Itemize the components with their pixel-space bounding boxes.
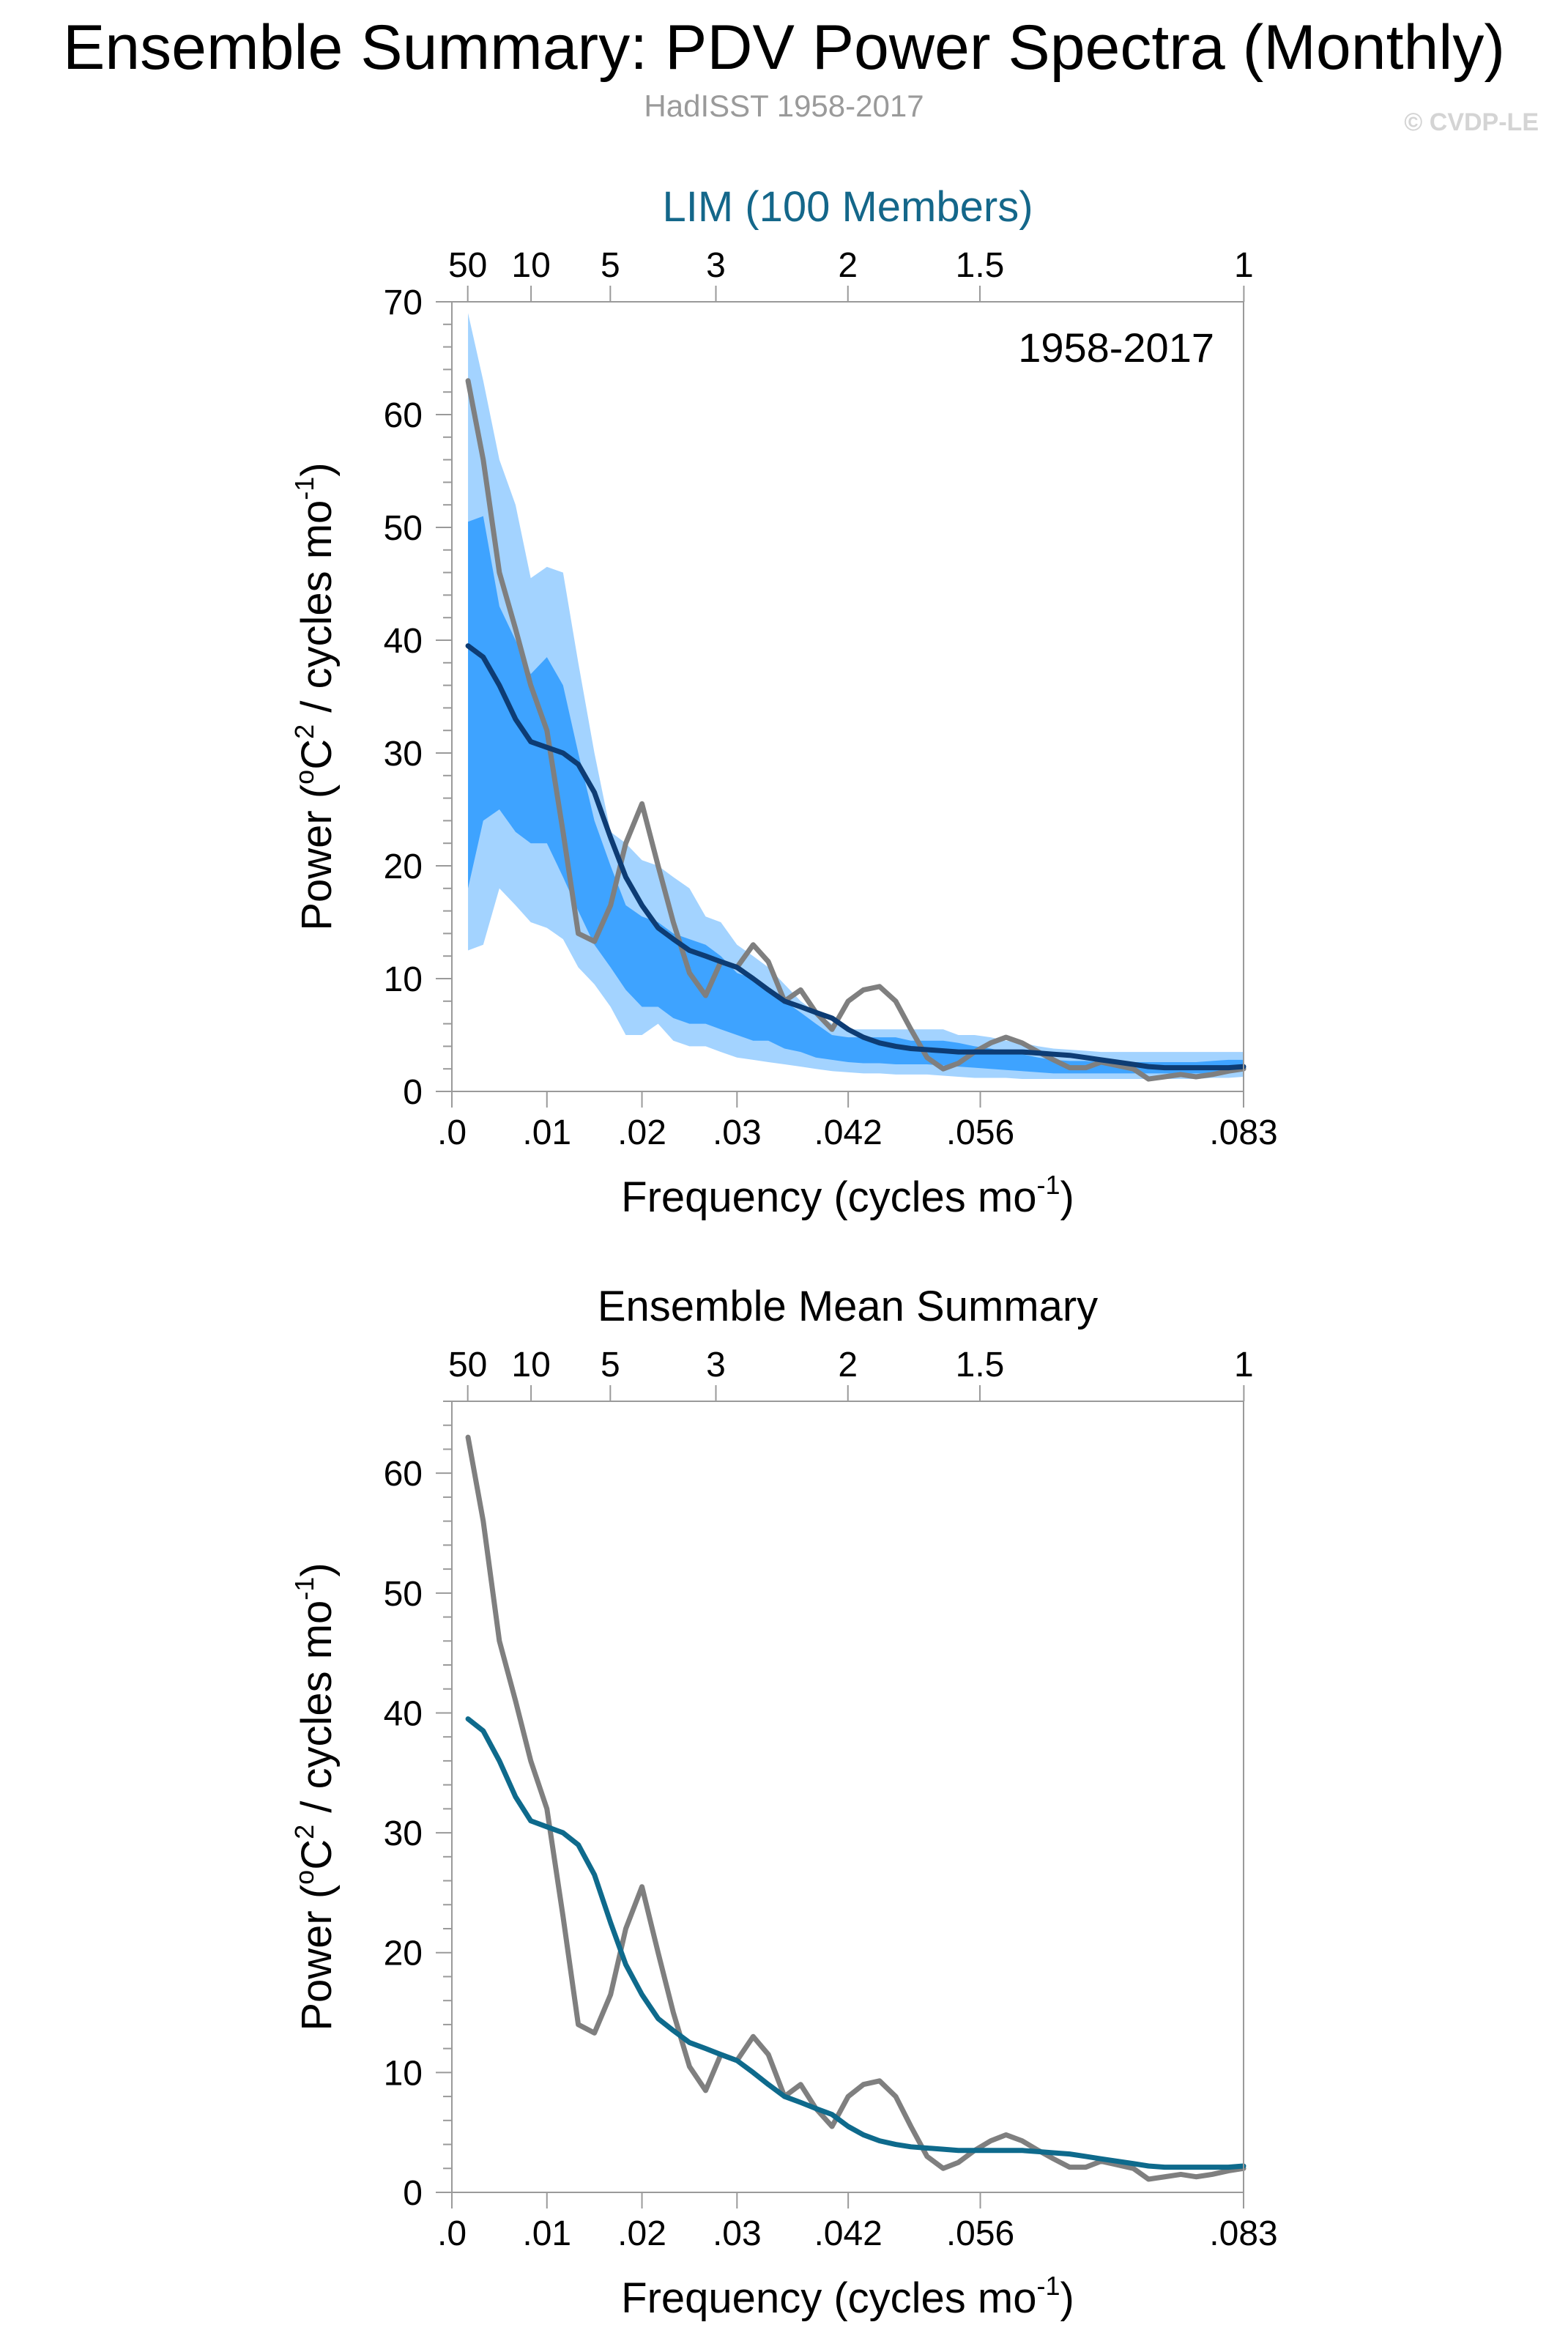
x-axis-label-sup: -1	[1036, 1170, 1060, 1200]
panel-title: Ensemble Mean Summary	[598, 1283, 1098, 1330]
top-period-label: 1.5	[956, 246, 1005, 285]
copyright-notice: © CVDP-LE	[1404, 108, 1539, 136]
x-tick-label: .03	[713, 2214, 762, 2253]
y-tick-label: 20	[384, 848, 423, 886]
x-tick-label: .042	[814, 1113, 882, 1152]
x-axis-label-sup: -1	[1036, 2271, 1060, 2301]
x-axis-label: Frequency (cycles mo-1)	[621, 2271, 1074, 2322]
top-period-label: 5	[601, 1346, 620, 1384]
x-axis-label-text: Frequency (cycles mo	[621, 1173, 1036, 1221]
y-tick-label: 0	[403, 2174, 423, 2213]
y-tick-label: 20	[384, 1935, 423, 1973]
y-axis-label-sup: -1	[289, 477, 319, 500]
ensemble-mean-line	[465, 1716, 1246, 2170]
inner-spread-band	[468, 516, 1244, 1074]
subtitle: HadISST 1958-2017	[644, 89, 924, 123]
outer-spread-band	[468, 313, 1244, 1080]
y-tick-label: 70	[384, 283, 423, 322]
y-tick-label: 30	[384, 1814, 423, 1853]
y-axis-label-text: C	[293, 739, 341, 770]
y-axis-label: Power (oC2 / cycles mo-1)	[289, 462, 341, 930]
x-axis-label-end: )	[1060, 2274, 1074, 2322]
x-tick-label: .02	[617, 1113, 666, 1152]
top-period-label: 50	[448, 246, 487, 285]
top-period-label: 3	[706, 1346, 726, 1384]
x-tick-label: .01	[522, 2214, 571, 2253]
x-tick-label: .01	[522, 1113, 571, 1152]
y-tick-label: 0	[403, 1073, 423, 1112]
y-tick-label: 40	[384, 622, 423, 661]
x-tick-label: .056	[946, 2214, 1014, 2253]
panel-2: 0 10 20 30 40 50 60 .0 .01 .02 .03 .042 .056 .083 50 10…	[289, 1283, 1278, 2322]
x-tick-label: .03	[713, 1113, 762, 1152]
y-axis-label-text: C	[293, 1839, 341, 1870]
y-axis-label-sup: o	[289, 1870, 319, 1885]
top-period-label: 1	[1234, 246, 1254, 285]
panel-title: LIM (100 Members)	[662, 183, 1033, 231]
x-tick-label: .02	[617, 2214, 666, 2253]
y-axis-label-text: / cycles mo	[293, 500, 341, 724]
y-axis-label-sup: 2	[289, 1825, 319, 1839]
x-tick-label: .083	[1209, 1113, 1277, 1152]
y-tick-label: 10	[384, 960, 423, 999]
y-axis-label-sup: -1	[289, 1577, 319, 1601]
x-tick-label: .042	[814, 2214, 882, 2253]
y-axis-label: Power (oC2 / cycles mo-1)	[289, 1562, 341, 2030]
top-period-label: 1	[1234, 1346, 1254, 1384]
top-period-label: 5	[601, 246, 620, 285]
y-tick-label: 60	[384, 396, 423, 435]
top-period-label: 2	[838, 1346, 858, 1384]
top-period-label: 1.5	[956, 1346, 1005, 1384]
top-period-label: 3	[706, 246, 726, 285]
y-tick-label: 10	[384, 2054, 423, 2093]
y-axis-label-text: / cycles mo	[293, 1601, 341, 1825]
ensemble-mean-line	[465, 643, 1246, 1071]
y-axis-label-text: Power (	[293, 785, 341, 931]
x-axis-label-end: )	[1060, 1173, 1074, 1221]
y-tick-label: 30	[384, 735, 423, 774]
y-tick-label: 60	[384, 1455, 423, 1494]
top-period-label: 10	[511, 246, 550, 285]
y-tick-label: 50	[384, 1575, 423, 1614]
top-period-label: 50	[448, 1346, 487, 1384]
x-tick-label: .056	[946, 1113, 1014, 1152]
y-axis-label-sup: 2	[289, 724, 319, 739]
plot-frame	[451, 1401, 1244, 2193]
top-period-label: 2	[838, 246, 858, 285]
x-tick-label: .0	[437, 1113, 467, 1152]
y-tick-label: 50	[384, 509, 423, 548]
y-axis-label-end: )	[293, 462, 341, 476]
x-axis-label: Frequency (cycles mo-1)	[621, 1170, 1074, 1221]
x-tick-label: .083	[1209, 2214, 1277, 2253]
y-axis-label-sup: o	[289, 770, 319, 785]
observed-line	[465, 1434, 1246, 2182]
period-annotation: 1958-2017	[1018, 324, 1214, 371]
y-tick-label: 40	[384, 1694, 423, 1733]
main-title: Ensemble Summary: PDV Power Spectra (Mon…	[62, 12, 1506, 83]
observed-line	[465, 378, 1246, 1082]
panel-1: 0 10 20 30 40 50 60 70 .0 .01 .02 .03 .042 .056 .083 50…	[289, 183, 1278, 1221]
y-axis-label-end: )	[293, 1562, 341, 1576]
x-tick-label: .0	[437, 2214, 467, 2253]
top-period-label: 10	[511, 1346, 550, 1384]
x-axis-label-text: Frequency (cycles mo	[621, 2274, 1036, 2322]
y-axis-label-text: Power (	[293, 1885, 341, 2031]
